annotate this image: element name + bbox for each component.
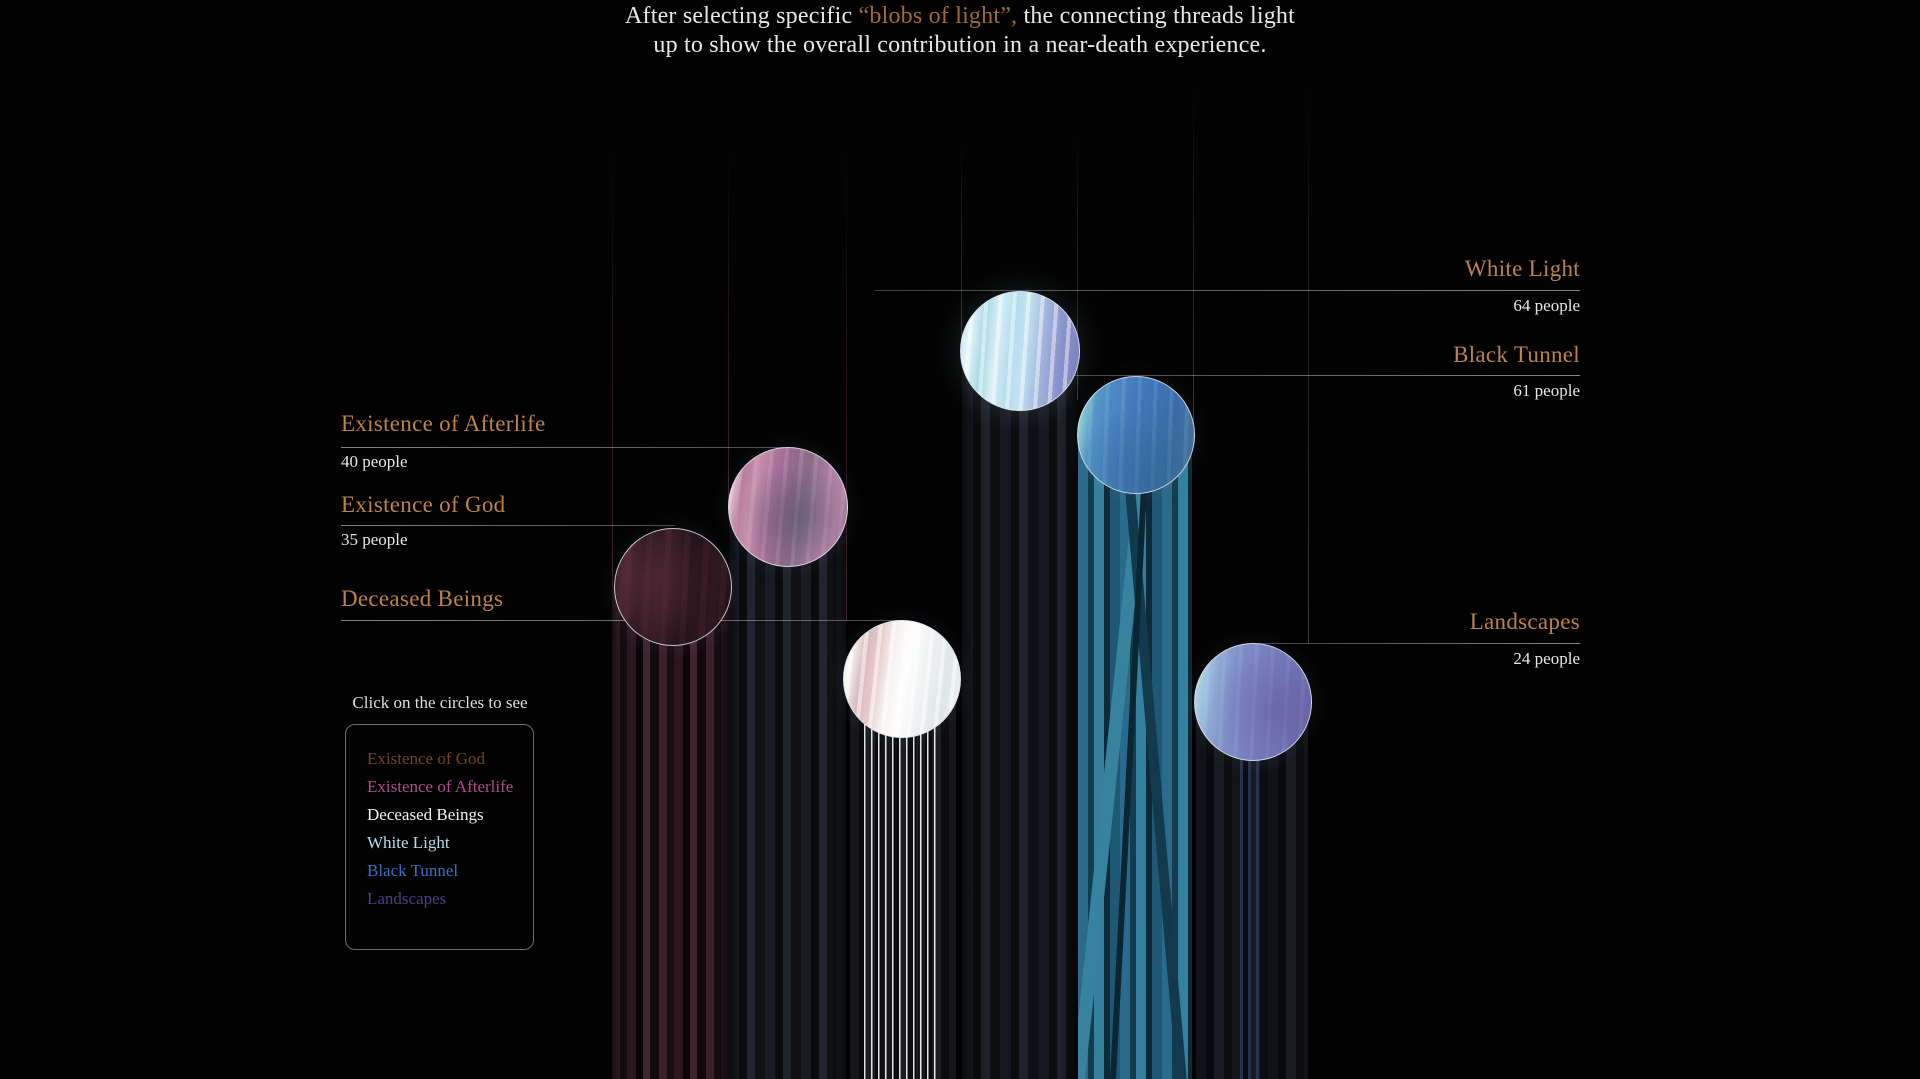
legend-item-white-light: White Light bbox=[367, 833, 450, 852]
threads-deceased-beings bbox=[864, 700, 938, 1079]
blob-existence-of-afterlife[interactable] bbox=[728, 447, 848, 567]
leader-line-landscapes bbox=[1252, 643, 1580, 644]
legend-item-landscapes: Landscapes bbox=[367, 889, 447, 908]
legend-box bbox=[345, 724, 534, 950]
label-existence-of-afterlife: Existence of Afterlife bbox=[341, 411, 546, 436]
leader-line-existence-of-afterlife bbox=[341, 447, 790, 448]
legend-item-existence-of-afterlife: Existence of Afterlife bbox=[367, 777, 514, 796]
count-black-tunnel: 61 people bbox=[1513, 381, 1580, 400]
thread-line bbox=[1308, 85, 1309, 643]
count-existence-of-afterlife: 40 people bbox=[341, 452, 408, 471]
legend-item-existence-of-god: Existence of God bbox=[367, 749, 486, 768]
label-deceased-beings: Deceased Beings bbox=[341, 586, 504, 611]
leader-line-white-light bbox=[875, 290, 1580, 291]
leader-line-existence-of-god bbox=[341, 525, 675, 526]
title-line-1: After selecting specific “blobs of light… bbox=[0, 2, 1920, 31]
threads-existence-of-god bbox=[612, 586, 731, 1079]
label-white-light: White Light bbox=[1464, 256, 1580, 281]
thread-line bbox=[1077, 135, 1078, 400]
leader-line-deceased-beings bbox=[341, 620, 900, 621]
thread-line bbox=[846, 145, 847, 620]
count-white-light: 64 people bbox=[1513, 296, 1580, 315]
threads-white-light bbox=[962, 350, 1076, 1079]
blob-landscapes[interactable] bbox=[1194, 643, 1312, 761]
title-text: the connecting threads light bbox=[1017, 3, 1295, 29]
label-black-tunnel: Black Tunnel bbox=[1453, 342, 1580, 367]
blob-existence-of-god[interactable] bbox=[614, 528, 732, 646]
thread-line bbox=[612, 150, 613, 586]
title-line-2: up to show the overall contribution in a… bbox=[653, 32, 1267, 58]
thread-strand bbox=[1240, 700, 1262, 1079]
thread-line bbox=[961, 140, 962, 350]
title-accent-text: “blobs of light”, bbox=[858, 3, 1018, 29]
thread-line bbox=[728, 150, 729, 506]
title-text: After selecting specific bbox=[624, 3, 859, 29]
blob-deceased-beings[interactable] bbox=[843, 620, 961, 738]
legend-title: Click on the circles to see bbox=[352, 693, 528, 712]
threads-landscapes bbox=[1196, 700, 1308, 1079]
legend-item-black-tunnel: Black Tunnel bbox=[367, 861, 459, 880]
thread-line bbox=[1193, 85, 1194, 434]
leader-line-black-tunnel bbox=[1010, 375, 1580, 376]
count-existence-of-god: 35 people bbox=[341, 530, 408, 549]
blob-black-tunnel[interactable] bbox=[1077, 376, 1195, 494]
page-title: After selecting specific “blobs of light… bbox=[0, 2, 1920, 60]
threads-existence-of-afterlife bbox=[729, 505, 846, 1079]
label-existence-of-god: Existence of God bbox=[341, 492, 506, 517]
count-landscapes: 24 people bbox=[1513, 649, 1580, 668]
label-landscapes: Landscapes bbox=[1469, 609, 1580, 634]
legend-item-deceased-beings: Deceased Beings bbox=[367, 805, 484, 824]
blob-white-light[interactable] bbox=[960, 291, 1080, 411]
threads-black-tunnel bbox=[1078, 434, 1192, 1079]
